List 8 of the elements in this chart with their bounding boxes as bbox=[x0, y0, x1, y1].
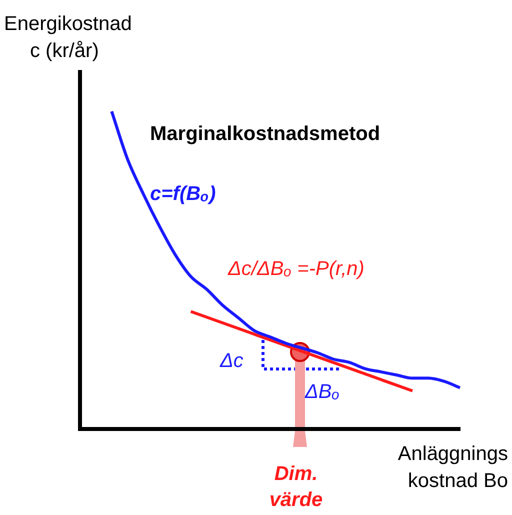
series-label: c=f(Bₒ) bbox=[150, 183, 216, 205]
annotation: Δc bbox=[219, 350, 244, 372]
annotation: Δc/ΔBₒ =-P(r,n) bbox=[227, 258, 364, 280]
x-axis-title: Anläggnings kostnad Bo bbox=[398, 443, 508, 492]
y-axis-title: Energikostnad c (kr/år) bbox=[4, 13, 132, 62]
annotation: ΔBₒ bbox=[304, 381, 340, 403]
text: Dim. värde bbox=[269, 463, 323, 511]
text: Marginalkostnadsmetod bbox=[150, 123, 380, 145]
